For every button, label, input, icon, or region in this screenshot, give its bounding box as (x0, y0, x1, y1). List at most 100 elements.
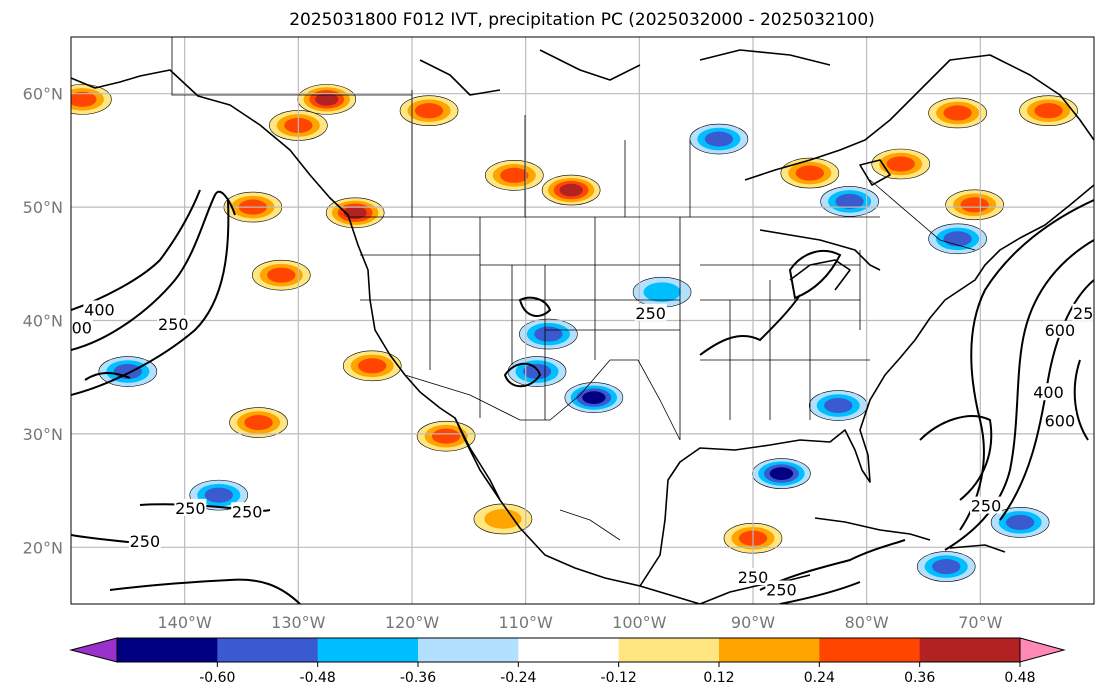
precip-blob (399, 95, 459, 127)
precip-blob (342, 350, 402, 382)
precip-blob (820, 186, 879, 217)
precip-level (960, 197, 989, 213)
precip-blob (689, 123, 749, 155)
contour-label-bg (128, 531, 161, 549)
precip-blob (928, 97, 987, 129)
ivt-contour-label: 250 (232, 502, 263, 521)
colorbar-segment (919, 638, 1021, 662)
lon-tick-label: 100°W (612, 613, 667, 632)
precip-blob (945, 189, 1004, 221)
lat-tick-label: 60°N (23, 85, 63, 104)
colorbar-segment (719, 638, 820, 662)
precip-level (835, 193, 864, 210)
colorbar-outline (116, 637, 1021, 663)
colorbar-segment (317, 638, 419, 662)
precip-level (824, 397, 853, 414)
contour-label-bg (1072, 303, 1094, 321)
colorbar-tick-label: -0.60 (199, 670, 235, 686)
contour-label-bg (634, 303, 667, 321)
precip-blob (251, 259, 311, 291)
ivt-contour-label: 250 (738, 568, 769, 587)
contour-label-bg (1043, 411, 1076, 429)
colorbar-segment (618, 638, 720, 662)
precip-level (943, 231, 972, 247)
colorbar (69, 637, 1066, 667)
ivt-contour-label: 250 (175, 499, 206, 518)
contour-label-bg (1032, 383, 1065, 401)
precip-blob (928, 223, 987, 255)
precip-blob (473, 503, 533, 535)
lat-tick-label: 40°N (23, 312, 63, 331)
longitude-tick-labels: 140°W 130°W 120°W 110°W 100°W 90°W 80°W 70°W (157, 613, 1002, 632)
precip-blob (752, 458, 811, 489)
lat-tick-label: 20°N (23, 538, 63, 557)
ivt-contour-label: 600 (61, 319, 92, 338)
latitude-tick-labels: 60°N 50°N 40°N 30°N 20°N (23, 85, 63, 558)
ivt-contour-label: 250 (130, 532, 161, 551)
precip-blob (916, 551, 976, 582)
precip-level (500, 167, 529, 183)
colorbar-segment (117, 638, 218, 662)
precip-level (71, 91, 97, 107)
precip-level (704, 131, 734, 147)
precip-level (795, 165, 824, 181)
precip-level (522, 363, 552, 380)
precip-blob (484, 160, 544, 191)
contour-label-bg (231, 502, 264, 520)
lon-tick-label: 120°W (385, 613, 440, 632)
precip-blob (632, 276, 692, 308)
colorbar-segment (217, 638, 319, 662)
precip-level (559, 183, 583, 197)
colorbar-tick-labels: -0.60 -0.48 -0.36 -0.24 -0.12 0.12 0.24 0.36 0.4… (199, 670, 1105, 686)
precip-blob (297, 84, 357, 115)
contour-label-bg (174, 498, 207, 516)
precip-level (244, 414, 273, 431)
lon-tick-label: 130°W (271, 613, 326, 632)
colorbar-extend-max (1019, 637, 1066, 663)
contour-label-bg (765, 580, 798, 598)
precip-level (534, 326, 563, 342)
ivt-contour-label: 250 (158, 315, 189, 334)
lon-tick-label: 90°W (731, 613, 775, 632)
precip-level (414, 103, 444, 119)
precip-level (484, 509, 522, 529)
lon-tick-label: 140°W (157, 613, 212, 632)
precip-level (582, 391, 606, 404)
contour-label-bg (737, 568, 769, 586)
colorbar-tick-label: -0.48 (300, 670, 336, 686)
colorbar-tick-label: 0.12 (703, 670, 734, 686)
map-frame (70, 36, 1095, 605)
contour-label-bg (83, 300, 116, 318)
precip-level (943, 105, 972, 121)
precip-blob (229, 407, 288, 438)
precip-level (358, 358, 387, 374)
lon-tick-label: 70°W (958, 613, 1002, 632)
contour-label-bg (970, 496, 1003, 514)
precip-level (932, 559, 961, 575)
precip-level (1034, 103, 1063, 119)
contour-label-bg (71, 318, 93, 336)
lon-tick-label: 80°W (845, 613, 889, 632)
political-borders (171, 37, 976, 541)
precip-blob (780, 157, 840, 189)
precip-level (267, 267, 296, 283)
ivt-contour-label: 250 (766, 581, 797, 600)
precip-blob (871, 148, 931, 180)
precip-blob (564, 382, 624, 413)
lon-tick-label: 110°W (498, 613, 553, 632)
precip-level (315, 93, 339, 106)
precip-level (343, 206, 367, 220)
precip-blob (1019, 95, 1078, 127)
ivt-contour-label: 600 (1045, 412, 1076, 431)
precip-blob (416, 420, 476, 452)
precip-blob (990, 507, 1050, 538)
colorbar-segment (819, 638, 921, 662)
colorbar-segment (418, 638, 519, 662)
precip-level (431, 428, 461, 444)
ivt-contour-label: 250 (971, 497, 1002, 516)
ivt-contour-label: 600 (1045, 321, 1076, 340)
precip-blob (541, 174, 601, 206)
colorbar-tick-label: 0.48 (1004, 670, 1035, 686)
